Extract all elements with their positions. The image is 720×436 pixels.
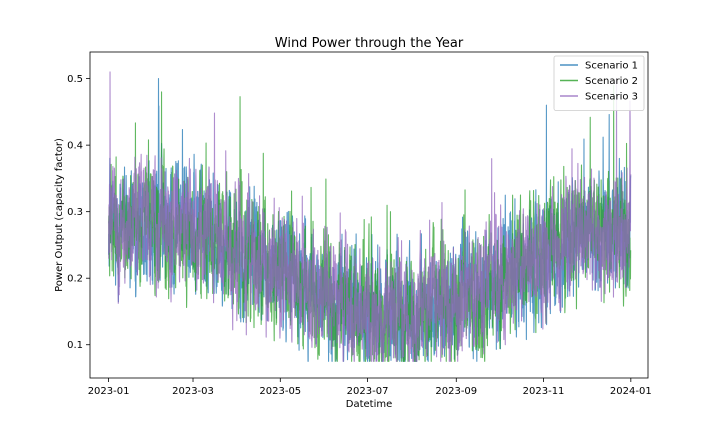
y-tick-label: 0.2 [67, 274, 83, 285]
legend: Scenario 1 Scenario 2 Scenario 3 [553, 55, 645, 111]
legend-label: Scenario 1 [585, 61, 638, 72]
x-tick-label: 2023-11 [523, 386, 565, 397]
y-axis-label: Power Output (capacity factor) [54, 138, 65, 292]
x-tick-label: 2023-05 [259, 386, 301, 397]
legend-label: Scenario 3 [585, 92, 638, 103]
series-layer [108, 71, 632, 362]
y-axis: 0.1 0.2 0.3 0.4 0.5 [67, 74, 90, 351]
y-tick-label: 0.1 [67, 340, 83, 351]
x-axis: 2023-01 2023-03 2023-05 2023-07 2023-09 2023-… [88, 378, 652, 397]
plot-area [108, 71, 632, 362]
x-tick-label: 2023-09 [435, 386, 477, 397]
legend-label: Scenario 2 [585, 76, 638, 87]
x-tick-label: 2023-03 [172, 386, 214, 397]
y-tick-label: 0.5 [67, 74, 83, 85]
y-tick-label: 0.3 [67, 207, 83, 218]
x-axis-label: Datetime [346, 399, 393, 410]
plot-frame [89, 51, 649, 379]
chart-title: Wind Power through the Year [275, 36, 464, 51]
x-tick-label: 2023-07 [347, 386, 389, 397]
series-line-3 [108, 71, 632, 362]
x-tick-label: 2023-01 [88, 386, 130, 397]
y-tick-label: 0.4 [67, 141, 83, 152]
x-tick-label: 2024-01 [610, 386, 652, 397]
legend-box [553, 55, 645, 111]
